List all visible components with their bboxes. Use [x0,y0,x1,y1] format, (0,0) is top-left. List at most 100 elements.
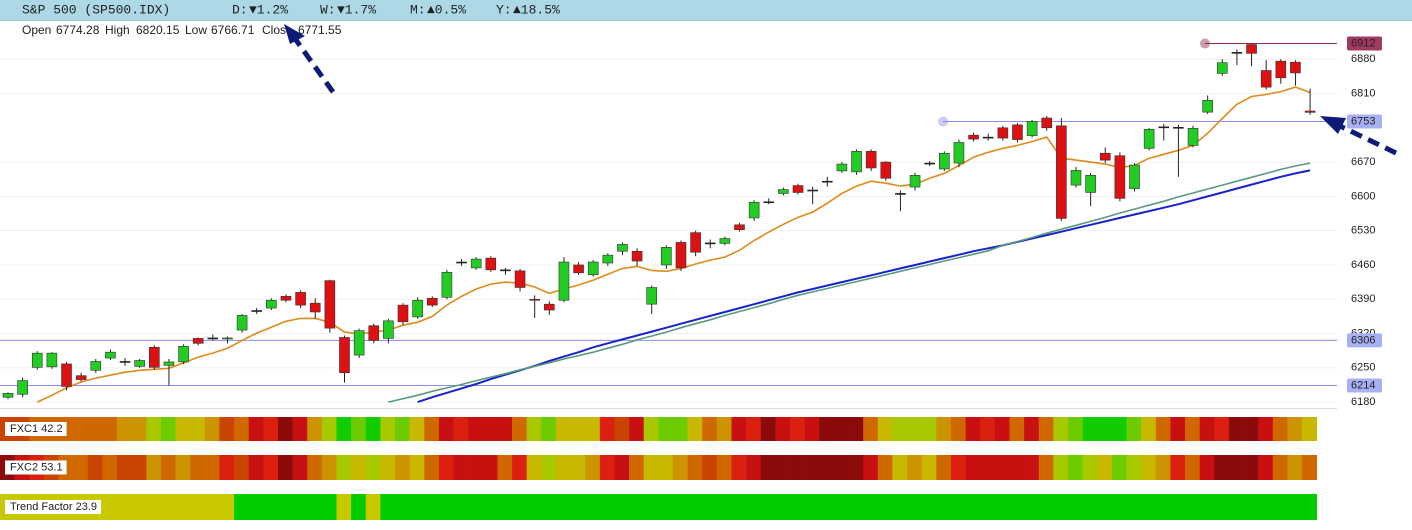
heat-cell [804,455,820,480]
candle-body [1260,70,1272,88]
candle-body [895,193,906,195]
candle-body [690,232,701,253]
candle-body [134,360,145,367]
candle-body [1129,164,1140,189]
heat-cell [863,417,879,441]
heat-cell [804,417,820,441]
candle-body [485,257,497,271]
heat-cell [277,455,293,480]
level-tag [1347,378,1382,393]
heat-cell [1024,417,1040,441]
heat-cell [453,417,469,441]
heat-cell [1082,494,1098,520]
heat-cell [892,417,908,441]
heat-cell [614,494,630,520]
heat-cell [760,417,776,441]
ohlc-low-label: Low [185,23,207,37]
heat-cell [146,417,162,441]
candle-body [149,346,160,368]
candle-body [1202,100,1213,113]
heat-cell [1185,455,1200,480]
heat-cell [907,417,922,441]
candle-body [105,351,116,359]
heat-cell [848,494,864,520]
candle-body [953,142,965,164]
annotation-arrows [284,24,1398,156]
level-tag [1347,333,1382,348]
heat-cell [307,417,323,441]
heat-cell [438,417,454,441]
heat-cell [877,494,893,520]
heat-cell [687,455,703,480]
candle-body [1056,125,1067,219]
level-anchor [1200,38,1210,49]
heat-cell [731,455,747,480]
heat-cell [1228,494,1244,520]
heat-cell [980,455,996,480]
candle-body [46,352,58,368]
heat-cell [702,417,718,441]
candle-body [1041,117,1053,129]
arrow-head [284,24,305,44]
heat-cell [936,494,952,520]
heat-cell [555,417,571,441]
candle-body [324,280,336,329]
heat-cell [1155,455,1171,480]
heat-cell [453,455,469,480]
heat-cell [1097,494,1113,520]
heat-cell [687,417,703,441]
heat-cell [877,455,893,480]
heat-cell [1082,417,1098,441]
heat-cell [541,417,557,441]
heat-cell [73,417,89,441]
heat-cell [1053,417,1069,441]
candle-body [558,261,570,301]
heat-cell [658,417,674,441]
heat-cell [819,455,835,480]
heat-cell [994,455,1010,480]
heat-cell [512,417,527,441]
heat-cell [424,494,440,520]
y-tick-label: 6880 [1351,53,1375,65]
candle-body [119,361,131,363]
candle-body [1231,52,1243,54]
heat-cell [702,455,718,480]
candle-body [573,264,584,274]
heat-cell [1258,455,1274,480]
heat-cell [833,494,849,520]
heat-row-label: FXC1 42.2 [10,423,63,435]
candle-body [646,287,658,305]
candle-body [924,162,935,165]
candle-body [763,201,775,204]
heat-cell [117,494,132,520]
heat-cell [204,417,220,441]
candle-body [602,254,614,264]
candle-body [807,189,818,192]
candle-body [587,261,599,276]
heat-cell [380,494,396,520]
heat-cell [1024,455,1040,480]
heat-cell [1024,494,1040,520]
heat-cell [585,455,601,480]
y-tick-label: 6810 [1351,87,1375,99]
candle-body [1026,121,1038,136]
heat-cell [907,494,922,520]
heat-cell [950,455,966,480]
heat-cell [1214,455,1230,480]
heat-cell [219,455,235,480]
candle-body [704,242,716,245]
candle-body [939,152,950,170]
header-bar [0,0,1412,20]
candle-body [426,297,438,306]
candle-body [1246,44,1257,54]
heat-cell [1170,417,1186,441]
level-label: 6912 [1351,37,1375,49]
moving-average-line [417,169,1311,404]
heat-cell [921,417,937,441]
heat-cell [336,455,352,480]
heat-cell [102,417,118,441]
heat-cell [1038,417,1054,441]
candle-body [441,272,453,298]
heat-cell [468,417,484,441]
heat-cell [1243,494,1259,520]
